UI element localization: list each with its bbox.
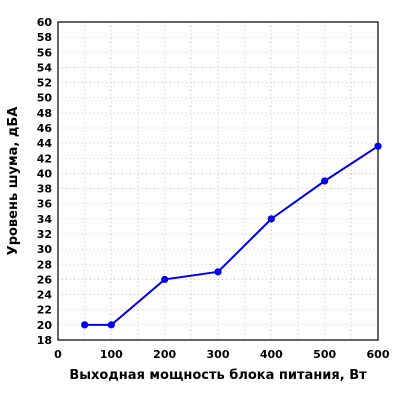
x-tick-label: 100 (100, 348, 123, 361)
x-axis-title: Выходная мощность блока питания, Вт (69, 368, 367, 383)
y-tick-label: 34 (37, 213, 53, 226)
y-tick-label: 42 (37, 152, 52, 165)
x-tick-labels: 0 100 200 300 400 500 600 (54, 348, 390, 361)
y-tick-label: 22 (37, 304, 52, 317)
y-tick-label: 58 (37, 31, 52, 44)
x-tick-label: 200 (153, 348, 176, 361)
y-tick-label: 60 (37, 16, 53, 29)
axes (57, 21, 379, 341)
y-tick-label: 56 (37, 46, 53, 59)
x-tick-label: 300 (207, 348, 230, 361)
x-tick-label: 0 (54, 348, 62, 361)
y-tick-label: 20 (37, 319, 53, 332)
y-tick-label: 50 (37, 92, 53, 105)
y-tick-label: 54 (37, 61, 53, 74)
data-point (81, 321, 89, 329)
y-tick-label: 44 (37, 137, 53, 150)
data-point (161, 275, 169, 284)
x-tick-label: 600 (367, 348, 390, 361)
y-tick-label: 46 (37, 122, 53, 135)
series-line (84, 145, 379, 326)
y-tick-label: 32 (37, 228, 52, 241)
data-point (374, 142, 382, 150)
data-point (214, 268, 222, 276)
grid (58, 22, 378, 340)
x-tick-label: 500 (313, 348, 336, 361)
data-point (107, 321, 115, 329)
y-tick-label: 36 (37, 198, 53, 211)
data-point (321, 177, 329, 185)
series (81, 142, 382, 329)
y-tick-label: 38 (37, 183, 52, 196)
data-point (267, 215, 275, 223)
y-tick-label: 48 (37, 107, 52, 120)
y-tick-label: 52 (37, 77, 52, 90)
y-tick-label: 40 (37, 167, 53, 180)
y-tick-label: 26 (37, 273, 53, 286)
x-tick-label: 400 (260, 348, 283, 361)
y-tick-label: 18 (37, 334, 52, 347)
y-tick-label: 30 (37, 243, 53, 256)
plot-frame (57, 21, 379, 341)
y-axis-title: Уровень шума, дБА (6, 107, 21, 256)
y-tick-labels: 18 20 22 24 26 28 30 32 34 36 38 40 42 44 46 48 50 52 54 56… (37, 16, 53, 347)
y-tick-label: 24 (37, 289, 53, 302)
y-tick-label: 28 (37, 258, 52, 271)
